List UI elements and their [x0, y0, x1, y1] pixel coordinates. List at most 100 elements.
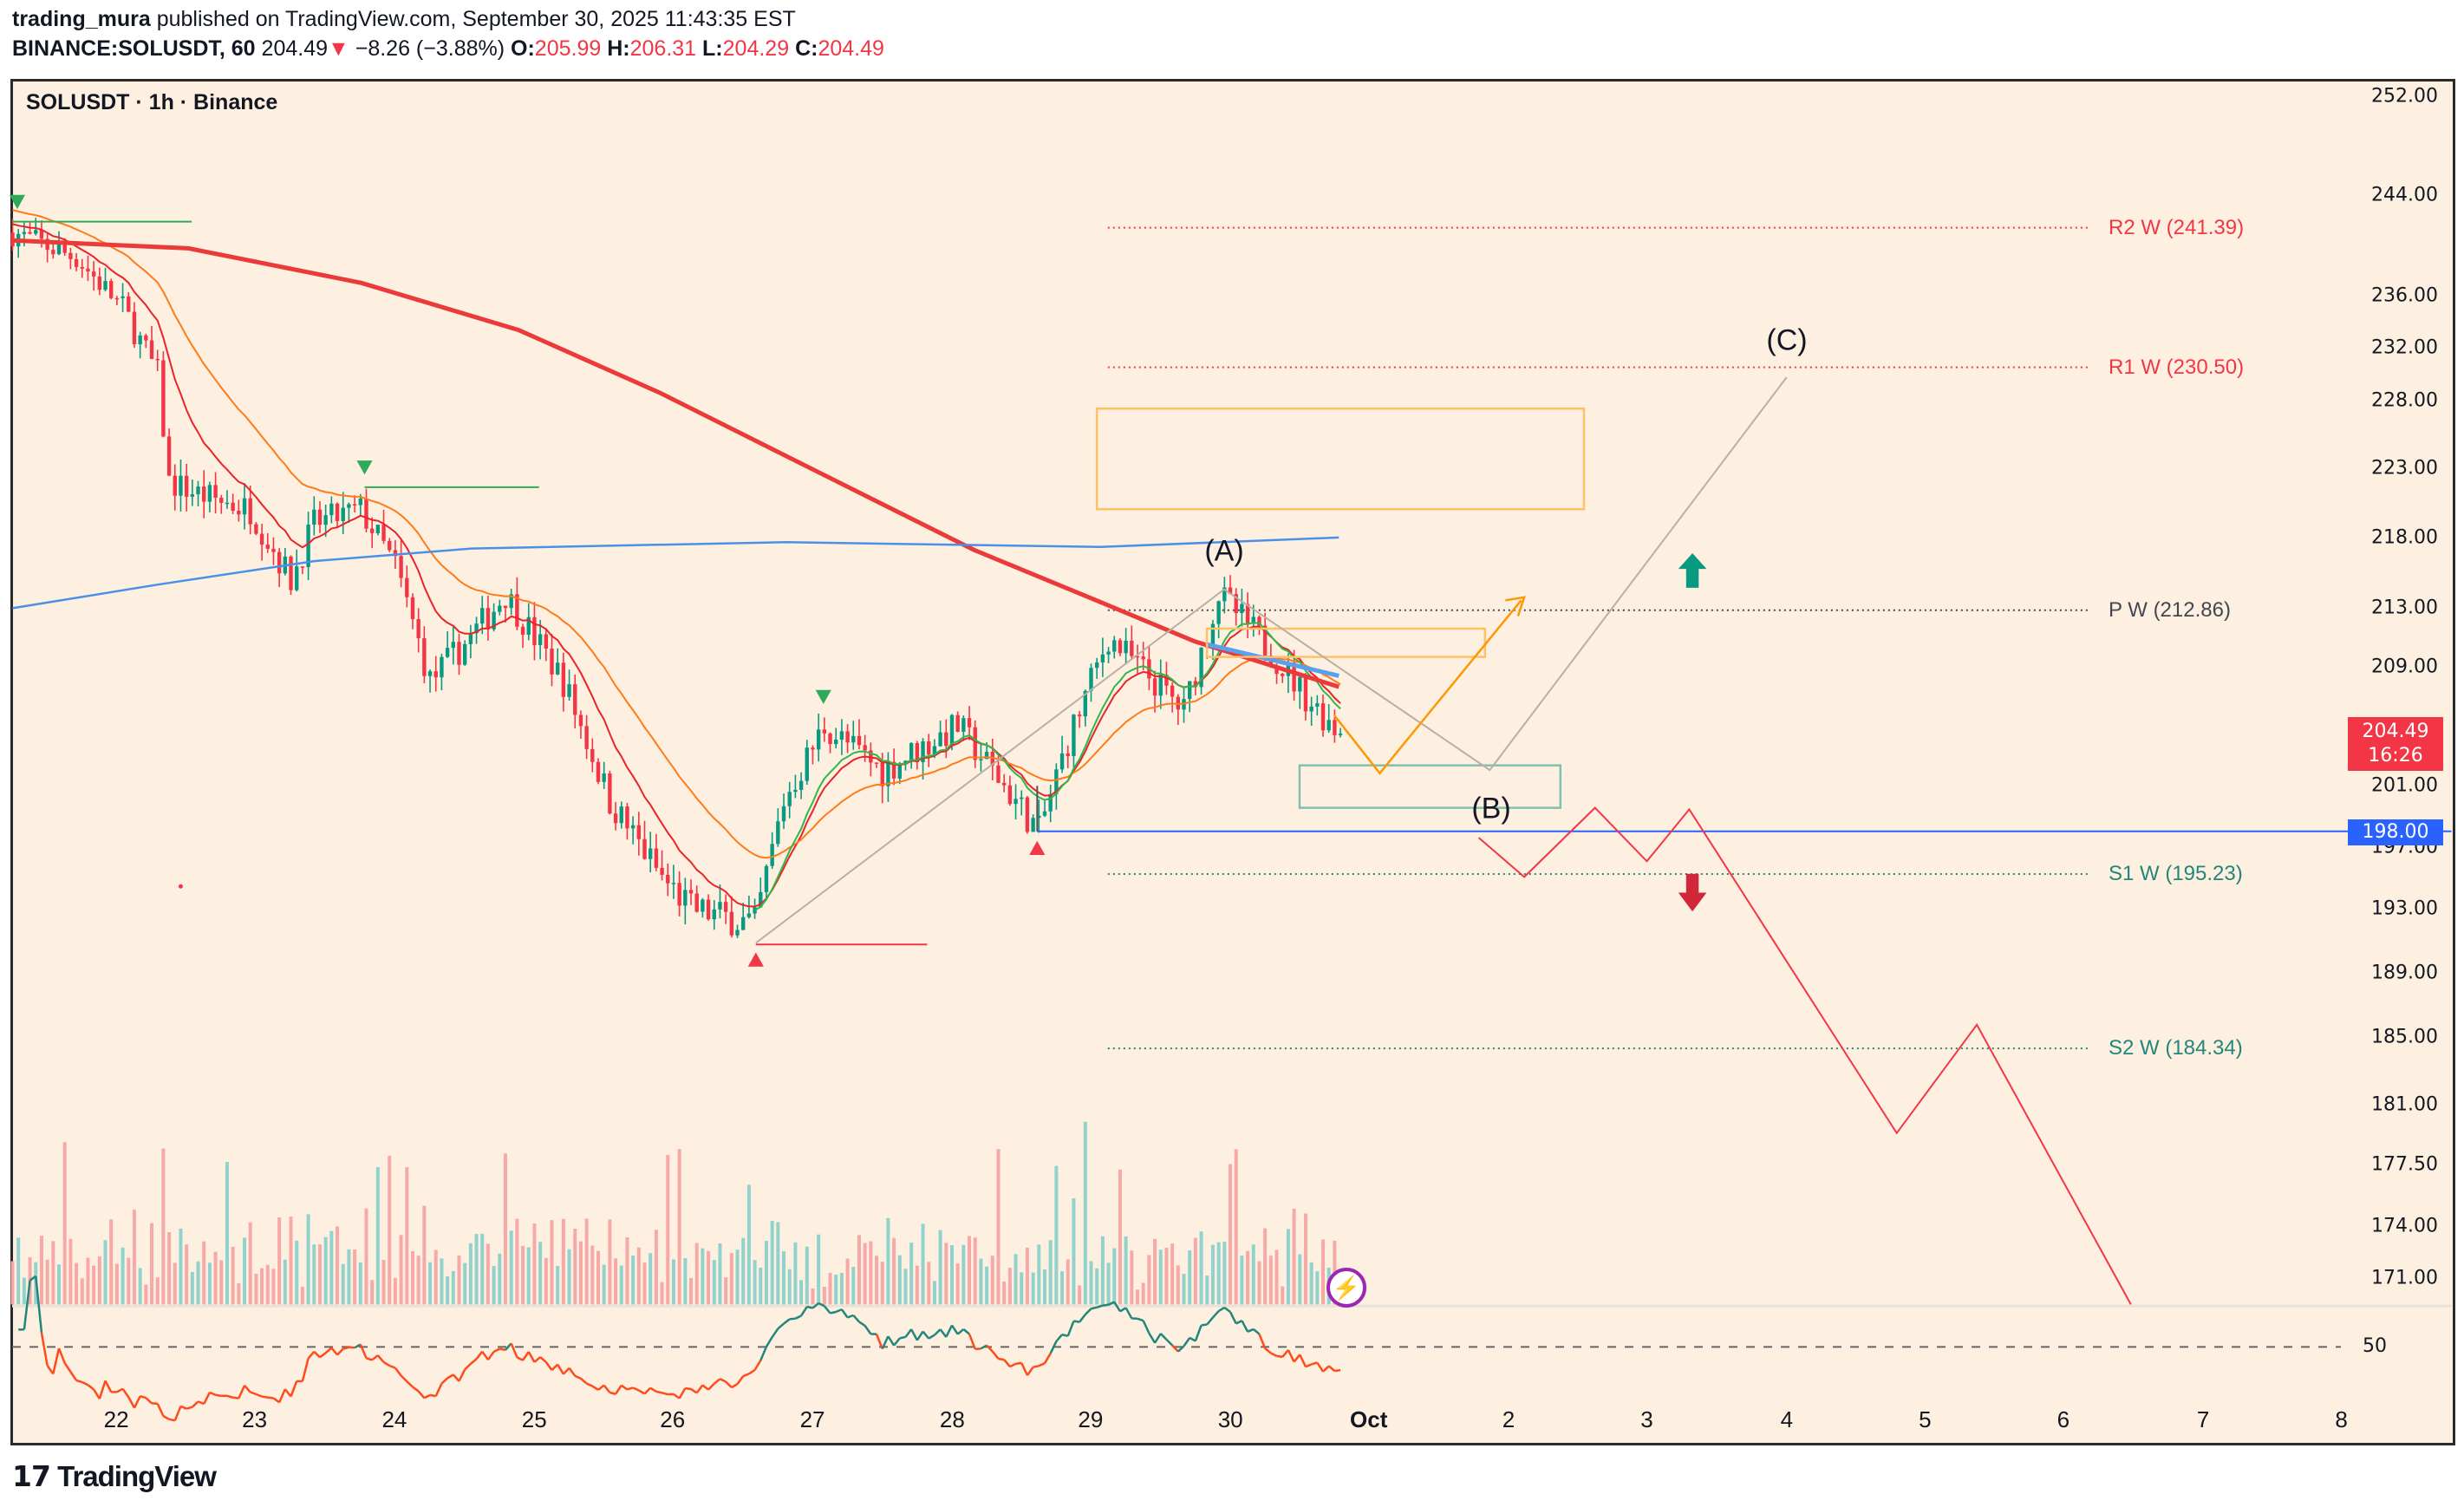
- volume-bar: [1106, 1262, 1111, 1305]
- volume-bar: [265, 1264, 270, 1305]
- rsi-segment: [1252, 1328, 1261, 1335]
- rsi-segment: [1159, 1333, 1168, 1341]
- rsi-segment: [186, 1406, 193, 1410]
- candle-body: [520, 626, 525, 636]
- volume-bar: [897, 1255, 902, 1305]
- rsi-segment: [261, 1395, 268, 1399]
- volume-bar: [1298, 1254, 1302, 1305]
- volume-bar: [422, 1205, 427, 1305]
- volume-bar: [538, 1242, 543, 1305]
- candle-body: [388, 540, 392, 551]
- volume-bar: [1193, 1237, 1197, 1305]
- candle-body: [329, 503, 334, 516]
- rsi-segment: [615, 1385, 623, 1395]
- rsi-segment: [434, 1383, 443, 1397]
- price-tick: 177.50: [2371, 1153, 2438, 1176]
- rsi-segment: [1223, 1306, 1231, 1314]
- candle-body: [1118, 640, 1123, 654]
- candle-body: [1251, 616, 1255, 624]
- volume-bar: [132, 1210, 136, 1305]
- volume-bar: [932, 1281, 936, 1305]
- volume-bar: [1188, 1249, 1192, 1305]
- volume-bar: [799, 1280, 804, 1305]
- candle-body: [851, 735, 856, 743]
- author-name[interactable]: trading_mura: [12, 7, 151, 31]
- rsi-segment: [319, 1352, 327, 1359]
- volume-bar: [782, 1250, 786, 1305]
- candle-body: [660, 867, 664, 875]
- volume-bar: [358, 1262, 362, 1305]
- rsi-segment: [655, 1390, 662, 1394]
- volume-bar: [323, 1236, 328, 1305]
- rsi-segment: [203, 1392, 212, 1405]
- volume-bar: [718, 1243, 722, 1305]
- rsi-segment: [1305, 1363, 1313, 1368]
- candle-body: [1210, 623, 1216, 646]
- rsi-segment: [116, 1387, 124, 1393]
- volume-bar: [724, 1277, 728, 1305]
- rsi-segment: [250, 1391, 257, 1396]
- candle-body: [1100, 654, 1105, 662]
- candle-body: [839, 731, 844, 740]
- candle-body: [103, 281, 108, 290]
- rsi-segment: [962, 1328, 970, 1335]
- volume-bar: [793, 1242, 798, 1305]
- ema-200-line: [12, 238, 1340, 689]
- rsi-segment: [232, 1396, 239, 1399]
- volume-bar: [892, 1237, 896, 1305]
- price-tick: 236.00: [2371, 284, 2438, 307]
- volume-bar: [973, 1237, 977, 1305]
- rsi-segment: [417, 1390, 426, 1399]
- volume-bar: [776, 1222, 780, 1305]
- volume-bar: [155, 1277, 160, 1305]
- candle-body: [869, 750, 873, 763]
- candle-body: [1199, 647, 1203, 688]
- rsi-segment: [864, 1325, 872, 1335]
- volume-bar: [642, 1262, 647, 1305]
- volume-bar: [944, 1243, 948, 1305]
- volume-bar: [399, 1235, 403, 1305]
- volume-bar: [602, 1264, 606, 1305]
- volume-bar: [103, 1240, 108, 1305]
- chart-frame[interactable]: [10, 79, 2455, 1445]
- candle-body: [793, 789, 798, 793]
- candle-body: [955, 714, 960, 732]
- rsi-segment: [1113, 1301, 1121, 1313]
- candle-body: [457, 642, 461, 665]
- rsi-segment: [783, 1318, 791, 1325]
- volume-bar: [474, 1234, 479, 1305]
- rsi-segment: [98, 1380, 107, 1399]
- lightning-icon[interactable]: ⚡: [1327, 1268, 1366, 1308]
- pivot-label: S2 W (184.34): [2109, 1036, 2243, 1060]
- volume-bar: [329, 1230, 334, 1305]
- arrow-down-icon: [1678, 873, 1707, 912]
- volume-bar: [1153, 1238, 1157, 1305]
- rsi-segment: [121, 1387, 130, 1398]
- volume-bar: [57, 1264, 62, 1305]
- candle-body: [1257, 616, 1261, 626]
- arrow-head-icon: [1505, 596, 1526, 616]
- trend-segment: [1206, 642, 1340, 678]
- candle-body: [416, 619, 420, 639]
- candle-body: [886, 761, 890, 786]
- volume-bar: [851, 1267, 856, 1305]
- volume-bar: [811, 1288, 815, 1305]
- candle-body: [996, 765, 1001, 783]
- volume-bar: [573, 1229, 577, 1305]
- volume-bar: [405, 1167, 409, 1305]
- price-tick: 181.00: [2371, 1093, 2438, 1116]
- candle-body: [1054, 769, 1059, 794]
- price-tick: 201.00: [2371, 774, 2438, 797]
- rsi-segment: [87, 1384, 95, 1391]
- rsi-segment: [1020, 1362, 1029, 1376]
- alert-price-label[interactable]: 198.00: [2348, 819, 2443, 845]
- volume-bar: [550, 1220, 554, 1305]
- rsi-segment: [1316, 1361, 1325, 1373]
- candle-body: [155, 358, 160, 361]
- rsi-level-label: 50: [2363, 1335, 2387, 1357]
- rsi-segment: [1142, 1320, 1151, 1334]
- price-tick: 218.00: [2371, 526, 2438, 549]
- pivot-label: R2 W (241.39): [2109, 215, 2245, 239]
- tradingview-logo[interactable]: 𝟭𝟳 TradingView: [12, 1459, 217, 1493]
